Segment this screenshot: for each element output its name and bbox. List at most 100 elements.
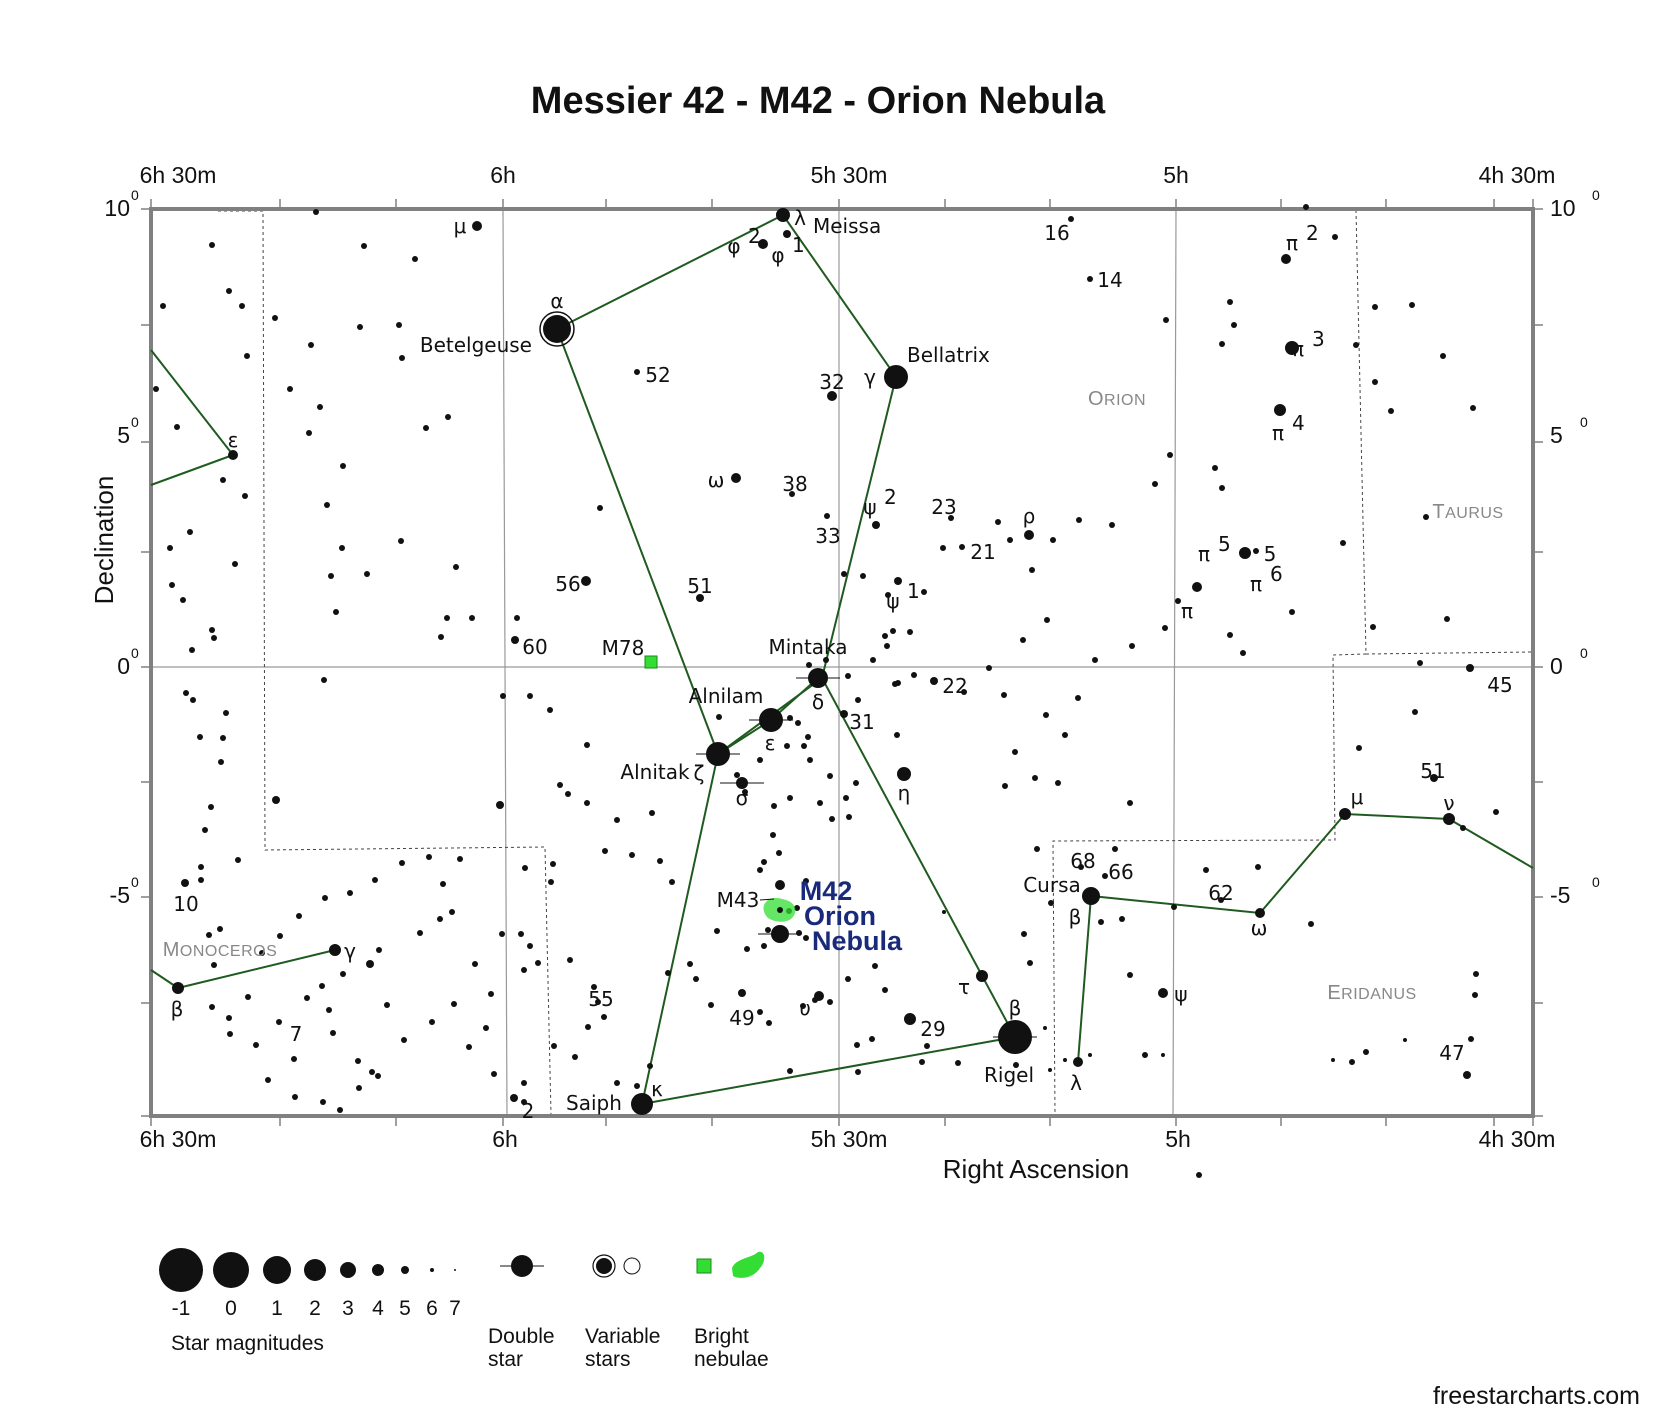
star bbox=[894, 577, 902, 585]
chart-title: Messier 42 - M42 - Orion Nebula bbox=[531, 80, 1106, 122]
star bbox=[631, 1093, 653, 1115]
numbered-star-label: 33 bbox=[815, 524, 840, 548]
star bbox=[1129, 643, 1135, 649]
star bbox=[784, 743, 790, 749]
greek-star-label: ω bbox=[708, 468, 725, 492]
greek-star-label: α bbox=[550, 289, 563, 313]
star bbox=[1412, 709, 1418, 715]
legend-magnitude-label: 4 bbox=[372, 1297, 384, 1320]
star bbox=[469, 615, 475, 621]
star bbox=[919, 1059, 925, 1065]
star bbox=[1285, 341, 1299, 355]
ra-tick-bottom: 5h bbox=[1165, 1126, 1191, 1152]
star bbox=[805, 734, 811, 740]
greek-star-label: π bbox=[1286, 231, 1298, 255]
star bbox=[1370, 624, 1376, 630]
star bbox=[181, 879, 189, 887]
star bbox=[567, 957, 573, 963]
legend-variable-stars-label: Variable bbox=[585, 1325, 661, 1348]
dec-tick-right: -5 bbox=[1550, 882, 1570, 908]
star bbox=[429, 1019, 435, 1025]
star bbox=[169, 582, 175, 588]
star bbox=[361, 243, 367, 249]
star bbox=[239, 303, 245, 309]
star bbox=[1444, 616, 1450, 622]
greek-superscript: 6 bbox=[1270, 562, 1283, 586]
greek-superscript: 3 bbox=[1312, 327, 1325, 351]
star bbox=[326, 1007, 332, 1013]
numbered-star-label: 68 bbox=[1070, 849, 1095, 873]
star bbox=[1050, 537, 1056, 543]
greek-superscript: 2 bbox=[1306, 221, 1319, 245]
star bbox=[449, 909, 455, 915]
star bbox=[1443, 813, 1455, 825]
star bbox=[287, 386, 293, 392]
star bbox=[244, 353, 250, 359]
dec-tick-left: -5 bbox=[110, 882, 130, 908]
legend-magnitude-label: 5 bbox=[399, 1297, 411, 1320]
numbered-star-label: 16 bbox=[1044, 221, 1069, 245]
star bbox=[734, 772, 740, 778]
star bbox=[614, 817, 620, 823]
star bbox=[276, 1019, 282, 1025]
star bbox=[584, 800, 590, 806]
star bbox=[1068, 216, 1074, 222]
star bbox=[904, 1013, 916, 1025]
star bbox=[823, 657, 829, 663]
star bbox=[211, 635, 217, 641]
star bbox=[1353, 342, 1359, 348]
star bbox=[296, 913, 302, 919]
star bbox=[514, 615, 520, 621]
star bbox=[795, 720, 801, 726]
greek-superscript: 1 bbox=[907, 579, 920, 603]
legend-magnitude-dot bbox=[213, 1252, 249, 1288]
dec-tick-left-sup: 0 bbox=[131, 414, 139, 430]
star bbox=[364, 571, 370, 577]
variable-star-ring bbox=[539, 311, 575, 347]
star bbox=[190, 697, 196, 703]
star bbox=[226, 288, 232, 294]
star bbox=[401, 1037, 407, 1043]
star bbox=[291, 1056, 297, 1062]
star bbox=[417, 930, 423, 936]
star bbox=[322, 895, 328, 901]
star bbox=[1281, 254, 1291, 264]
chart-frame bbox=[149, 207, 1535, 1118]
ra-5h-line bbox=[1172, 209, 1177, 1119]
star bbox=[340, 463, 346, 469]
greek-star-label: π bbox=[1198, 542, 1210, 566]
star bbox=[921, 589, 927, 595]
star bbox=[1034, 846, 1040, 852]
greek-star-label: δ bbox=[812, 690, 824, 714]
star bbox=[1363, 1049, 1369, 1055]
legend-variable-star-open bbox=[623, 1257, 641, 1275]
star-name-label: Bellatrix bbox=[907, 343, 990, 367]
greek-star-label: σ bbox=[736, 786, 749, 810]
star bbox=[882, 987, 888, 993]
star bbox=[396, 322, 402, 328]
star bbox=[1460, 825, 1466, 831]
star bbox=[1012, 749, 1018, 755]
star bbox=[304, 995, 310, 1001]
star bbox=[496, 801, 504, 809]
eridanus-figure bbox=[1077, 812, 1534, 1063]
star bbox=[1218, 897, 1224, 903]
greek-superscript: 2 bbox=[884, 485, 897, 509]
greek-star-label: β bbox=[171, 997, 184, 1021]
star bbox=[776, 850, 782, 856]
star bbox=[321, 677, 327, 683]
star bbox=[551, 1043, 557, 1049]
star bbox=[160, 303, 166, 309]
star bbox=[329, 944, 341, 956]
dec-tick-right: 5 bbox=[1550, 422, 1563, 448]
star bbox=[783, 230, 791, 238]
star bbox=[521, 967, 527, 973]
star bbox=[172, 982, 184, 994]
labels: Meissa Betelgeuse Bellatrix Mintaka Alnilam A… bbox=[163, 206, 1513, 1123]
greek-star-label: η bbox=[898, 781, 911, 805]
legend-magnitude-label: 6 bbox=[426, 1297, 438, 1320]
legend-variable-star-icon bbox=[596, 1258, 612, 1274]
star bbox=[483, 1025, 489, 1031]
x-axis-label: Right Ascension bbox=[943, 1154, 1129, 1184]
star bbox=[657, 858, 663, 864]
